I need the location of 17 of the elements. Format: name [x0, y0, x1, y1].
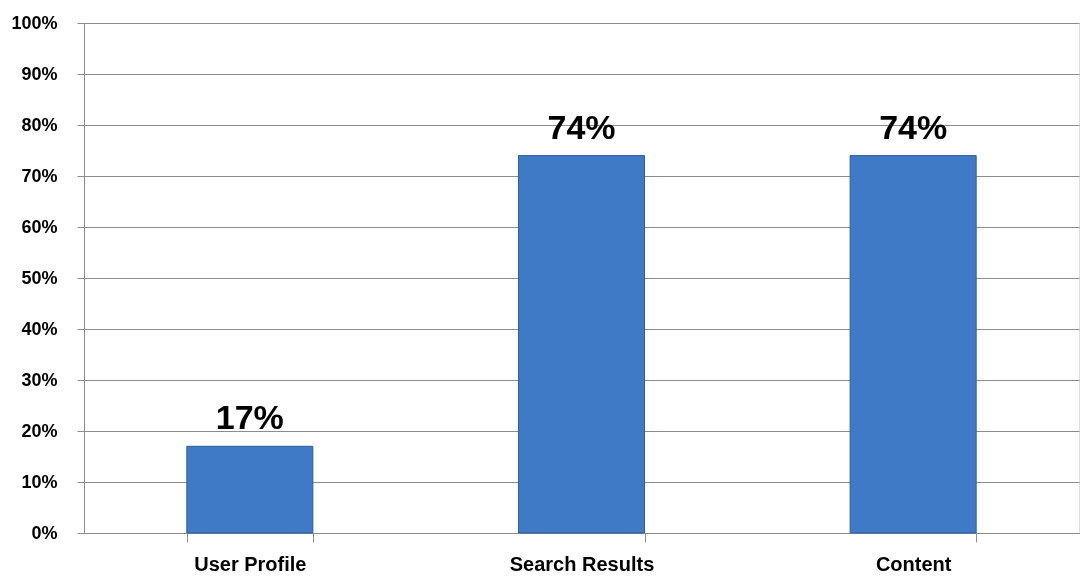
x-tick-label: User Profile — [194, 552, 307, 575]
data-label: 74% — [879, 107, 948, 146]
x-tick-label: Content — [875, 552, 952, 575]
y-tick-label: 70% — [21, 165, 58, 186]
y-tick-label: 30% — [21, 369, 58, 390]
y-tick-label: 60% — [21, 216, 58, 237]
y-tick-label: 100% — [11, 12, 58, 33]
y-tick-label: 0% — [31, 522, 58, 543]
y-tick-label: 50% — [21, 267, 58, 288]
data-label: 74% — [547, 107, 616, 146]
y-tick-label: 80% — [21, 114, 58, 135]
y-tick-label: 20% — [21, 420, 58, 441]
x-tick-label: Search Results — [509, 552, 655, 575]
data-label: 17% — [215, 398, 284, 437]
y-tick-label: 90% — [21, 63, 58, 84]
y-tick-label: 10% — [21, 471, 58, 492]
y-tick-label: 40% — [21, 318, 58, 339]
